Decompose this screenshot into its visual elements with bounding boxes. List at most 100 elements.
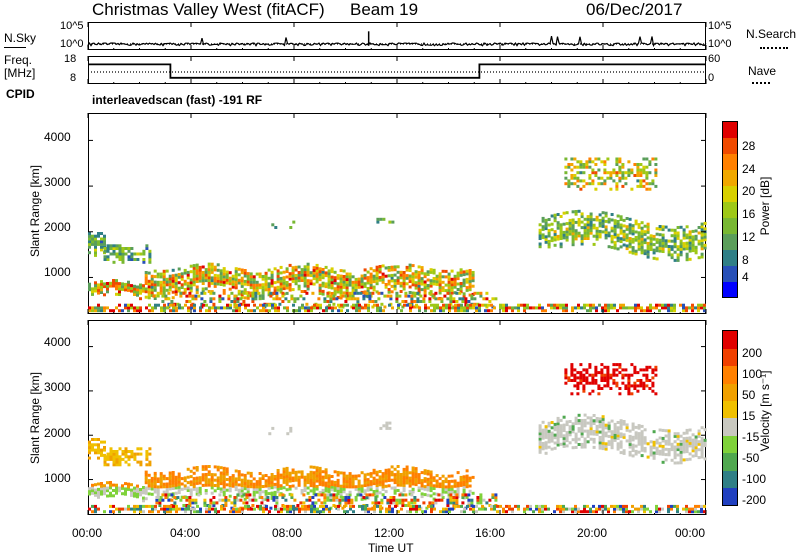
velocity-cell: [121, 486, 124, 490]
velocity-cell: [594, 373, 598, 377]
power-cell: [187, 309, 190, 313]
power-cell: [115, 281, 118, 285]
power-cell: [354, 277, 358, 281]
power-cell: [640, 237, 644, 241]
velocity-cell: [600, 387, 604, 390]
power-cell: [420, 288, 424, 292]
power-cell: [592, 242, 596, 246]
velocity-cell: [667, 429, 671, 433]
velocity-cell: [115, 450, 119, 453]
velocity-cell: [360, 471, 364, 475]
power-cell: [580, 212, 584, 216]
power-cell: [274, 309, 277, 313]
velocity-cell: [97, 507, 100, 511]
velocity-cell: [372, 471, 376, 475]
power-cell: [199, 306, 202, 310]
velocity-cell: [541, 504, 544, 508]
power-cell: [589, 220, 593, 224]
velocity-cell: [691, 433, 695, 437]
velocity-cell: [210, 475, 214, 479]
power-cell: [426, 286, 430, 290]
power-cell: [269, 291, 273, 295]
velocity-cell: [210, 483, 214, 487]
velocity-cell: [562, 426, 566, 430]
power-cell: [640, 234, 644, 238]
power-cell: [246, 294, 250, 298]
velocity-cell: [645, 384, 649, 388]
power-cell: [339, 293, 343, 297]
velocity-cell: [288, 485, 292, 488]
velocity-cell: [465, 474, 469, 478]
velocity-cell: [183, 484, 187, 488]
power-cell: [465, 272, 469, 276]
power-cell: [147, 293, 151, 297]
velocity-cell: [276, 471, 280, 475]
velocity-cell: [673, 434, 677, 438]
velocity-cell: [342, 485, 346, 488]
velocity-cell: [136, 504, 139, 508]
velocity-cell: [261, 474, 265, 478]
power-cell: [397, 303, 400, 307]
velocity-cell: [544, 507, 547, 511]
velocity-cell: [398, 493, 402, 497]
velocity-cell: [631, 438, 635, 442]
power-cell: [240, 284, 244, 288]
power-cell: [628, 245, 632, 249]
power-cell: [387, 268, 391, 272]
power-cell: [673, 303, 676, 307]
power-cell: [136, 285, 139, 289]
power-cell: [595, 229, 599, 233]
power-cell: [661, 244, 665, 248]
power-cell: [453, 277, 457, 281]
velocity-cell: [453, 490, 457, 494]
velocity-cell: [459, 475, 463, 479]
velocity-cell: [538, 450, 542, 454]
power-cell: [640, 251, 644, 255]
velocity-cell: [286, 510, 289, 514]
power-cell: [414, 270, 418, 274]
velocity-cell: [604, 447, 608, 451]
velocity-cell: [538, 504, 541, 508]
velocity-cell: [289, 507, 292, 511]
velocity-cell: [580, 510, 583, 514]
velocity-cell: [601, 428, 605, 432]
velocity-cell: [155, 501, 159, 505]
velocity-cell: [592, 445, 596, 449]
velocity-cell: [661, 439, 665, 443]
velocity-cell: [582, 376, 586, 380]
power-cell: [649, 239, 653, 243]
velocity-cell: [177, 491, 181, 495]
velocity-cell: [700, 439, 704, 443]
velocity-cell: [195, 466, 199, 469]
power-cell: [339, 274, 343, 278]
power-cell: [580, 306, 583, 310]
power-cell: [464, 302, 468, 306]
power-cell: [453, 283, 457, 286]
velocity-cell: [505, 510, 508, 514]
velocity-cell: [136, 507, 139, 511]
velocity-cell: [240, 489, 244, 493]
power-cell: [460, 306, 463, 310]
velocity-cell: [547, 445, 551, 449]
power-cell: [700, 230, 704, 234]
velocity-cell: [479, 496, 483, 499]
velocity-cell: [676, 432, 680, 436]
power-cell: [270, 276, 274, 280]
power-cell: [652, 306, 655, 310]
power-cell: [361, 306, 364, 310]
velocity-cell: [455, 496, 459, 499]
power-cell: [325, 306, 328, 310]
power-cell: [294, 265, 298, 269]
power-cell: [127, 247, 131, 250]
velocity-cell: [589, 429, 593, 433]
velocity-cell: [568, 420, 572, 423]
velocity-cell: [565, 439, 569, 443]
velocity-cell: [685, 458, 689, 462]
power-cell: [214, 306, 217, 310]
velocity-cell: [570, 371, 574, 375]
velocity-cell: [321, 483, 325, 487]
velocity-cell: [452, 501, 456, 505]
power-cell: [613, 224, 617, 228]
velocity-colorbar-tick: -100: [742, 472, 767, 486]
velocity-cell: [637, 424, 641, 428]
